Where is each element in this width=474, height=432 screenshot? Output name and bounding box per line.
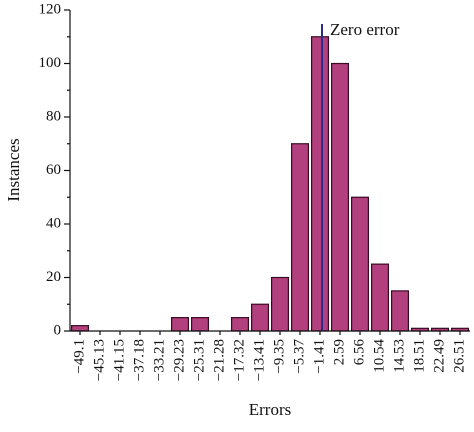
y-tick-label: 20 [46,269,61,285]
bar [171,317,190,332]
x-tick-label: −49.1 [71,339,87,374]
x-tick-label: −21.28 [211,339,227,381]
x-tick-label: −37.18 [131,339,147,381]
x-tick-label: 26.51 [451,339,467,373]
bar [311,36,330,332]
bar [351,196,370,332]
y-tick-label: 100 [39,55,62,71]
x-tick-label: −1.41 [311,339,327,374]
y-tick-label: 40 [46,215,61,231]
bar [231,317,250,332]
y-tick-label: 60 [46,162,61,178]
x-tick-label: −45.13 [91,339,107,381]
x-tick-label: 22.49 [431,339,447,373]
x-tick-label: −33.21 [151,339,167,381]
x-tick-label: −25.31 [191,339,207,381]
x-tick-label: 6.56 [351,339,367,366]
x-tick-label: −13.41 [251,339,267,381]
bar [371,263,390,332]
y-tick-label: 80 [46,108,61,124]
x-tick-label: −17.32 [231,339,247,381]
x-tick-label: 2.59 [331,339,347,365]
bar [391,290,410,332]
x-tick-label: 10.54 [371,339,387,373]
x-tick-label: −41.15 [111,339,127,381]
y-axis-label: Instances [4,138,23,201]
bar [291,143,310,332]
bar [191,317,210,332]
bar [271,276,290,332]
x-tick-label: −9.35 [271,339,287,374]
x-tick-label: 14.53 [391,339,407,373]
x-tick-label: −5.37 [291,339,307,374]
bar [331,62,350,332]
y-tick-label: 0 [54,322,62,338]
x-tick-label: −29.23 [171,339,187,381]
bar [70,325,89,332]
y-tick-label: 120 [39,1,62,17]
x-tick-label: 18.51 [411,339,427,373]
x-axis-label: Errors [249,400,291,419]
annotation: Zero error [330,20,400,39]
bar [251,303,270,332]
